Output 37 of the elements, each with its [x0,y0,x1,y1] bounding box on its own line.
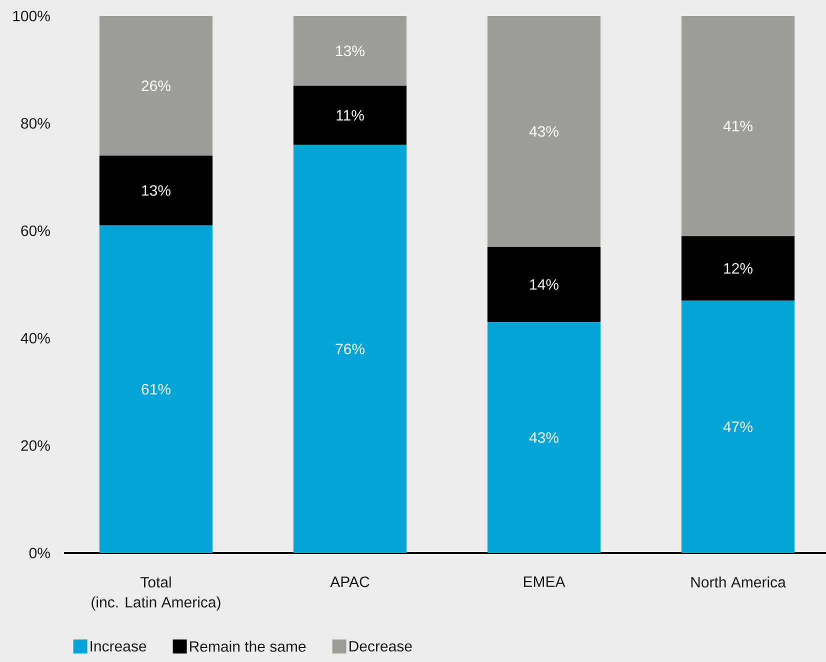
bar [681,300,795,553]
y-tick-label: 20% [21,440,50,451]
x-tick-label: EMEA [524,576,566,587]
x-tick-label: APAC [330,576,370,588]
data-label: 11% [336,110,364,121]
bar [293,144,407,553]
bar [293,86,407,145]
data-label: 47% [723,422,752,432]
data-label: 76% [336,344,364,354]
data-label: 43% [529,126,558,137]
legend-label: Decrease [350,641,412,652]
bar [99,16,213,156]
data-label: 13% [142,185,170,196]
legend-label: Remain the same [190,640,306,652]
y-tick-label: 100% [13,10,50,22]
bar [487,322,601,553]
bar [681,16,795,236]
y-tick-label: 0% [29,548,50,558]
bar [487,246,601,322]
data-label: 43% [529,432,558,443]
y-tick-label: 80% [21,118,50,129]
x-tick-label: Total (inc. Latin America) [92,576,220,610]
x-tick-label: North America [691,576,786,588]
data-label: 13% [336,46,364,56]
data-label: 41% [723,120,752,132]
bar [681,236,795,301]
bar [99,156,213,226]
bar [293,16,407,86]
data-label: 14% [530,279,558,290]
legend-label: Increase [90,641,146,652]
bar [99,225,213,553]
data-label: 26% [142,80,170,92]
y-tick-label: 60% [21,225,50,236]
data-label: 61% [142,384,170,395]
data-label: 12% [724,263,752,274]
bar [487,16,601,247]
y-tick-label: 40% [20,332,50,344]
